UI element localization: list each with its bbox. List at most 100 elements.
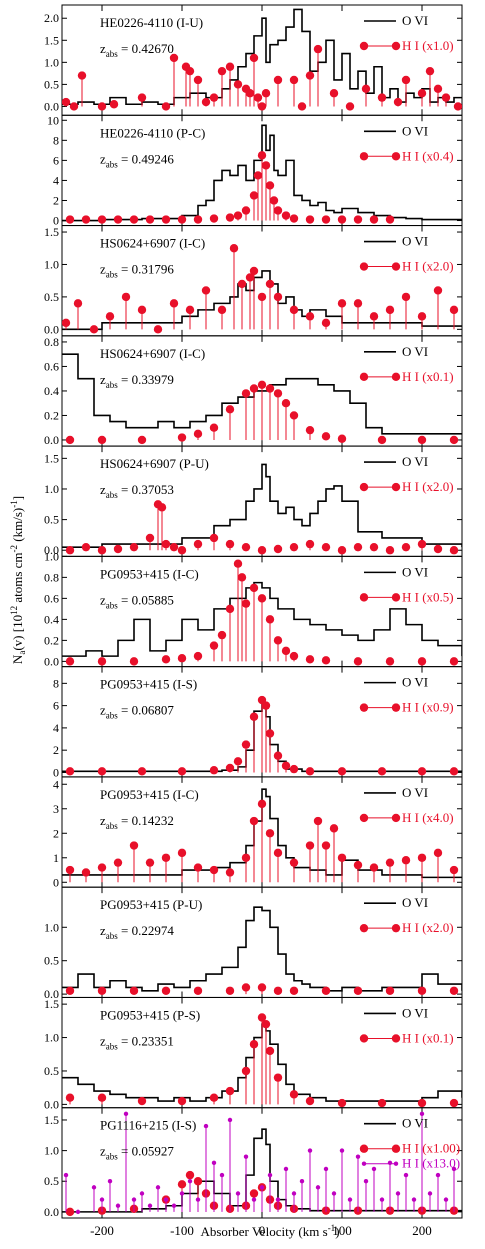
hi-point: [267, 1172, 273, 1178]
hi-point: [177, 1096, 187, 1106]
legend-hi-marker: [359, 41, 369, 51]
legend-hi2-label: H I (x13.0): [402, 1156, 460, 1171]
sightline-label: HS0624+6907 (I-C): [100, 236, 205, 251]
hi-point: [257, 292, 267, 302]
legend-hi-label: H I (x2.0): [402, 920, 454, 935]
hi-point: [81, 868, 91, 877]
hi-point: [219, 1172, 225, 1178]
hi-point: [417, 435, 427, 445]
hi-series: [65, 380, 459, 445]
hi-point: [353, 657, 363, 666]
hi-point: [209, 865, 219, 875]
hi-point: [417, 312, 427, 321]
hi-point: [261, 701, 271, 710]
hi-point: [379, 1197, 385, 1202]
hi-point: [225, 405, 235, 414]
panel-p3: 0.0 0.5 1.0 1.5 HS0624+6907 (I-C) zabs = 0.31…: [44, 225, 463, 336]
hi-point: [369, 215, 379, 224]
hi-point: [237, 279, 247, 289]
x-axis-label: Absorber Velocity (km s-1): [200, 1223, 339, 1239]
y-tick-label: 0.0: [44, 654, 59, 668]
hi-point: [227, 1117, 233, 1123]
legend-hi-marker: [359, 1144, 369, 1153]
hi-point: [97, 863, 107, 872]
panel-p5: 0.0 0.5 1.0 1.5 HS0624+6907 (P-U) zabs = 0.37…: [44, 445, 463, 557]
hi-point: [273, 544, 283, 554]
hi-point: [313, 44, 323, 54]
hi-point: [273, 986, 283, 995]
hi-point: [449, 435, 459, 445]
hi-point: [249, 53, 259, 63]
legend-hi-label: H I (x0.1): [402, 369, 454, 384]
legend-hi-label: H I (x1.0): [402, 38, 454, 53]
hi-point: [403, 1172, 409, 1178]
hi-point: [377, 93, 387, 102]
hi-point: [371, 1166, 377, 1172]
panel-p11: 0.0 0.5 1.0 1.5 PG1116+215 (I-S) zabs = 0.059…: [44, 1107, 463, 1219]
hi-point: [339, 1148, 345, 1153]
legend-ovi-label: O VI: [402, 344, 428, 359]
legend-hi-marker: [391, 1034, 401, 1043]
y-tick-label: 10: [47, 113, 59, 127]
hi-point: [225, 1086, 235, 1096]
hi-point: [321, 215, 331, 224]
legend-ovi-label: O VI: [402, 564, 428, 579]
hi-point: [417, 539, 427, 549]
hi-point: [121, 292, 131, 302]
hi-point: [225, 986, 235, 995]
hi-point: [257, 799, 267, 809]
y-tick-label: 0.5: [44, 1174, 59, 1188]
ovi-profile: [62, 581, 462, 657]
y-tick-label: 1.5: [44, 1113, 59, 1127]
hi-point: [225, 213, 235, 222]
hi-point: [385, 546, 395, 555]
hi-point: [217, 630, 227, 640]
hi-point: [323, 1166, 329, 1172]
hi-point: [137, 767, 147, 776]
hi-point: [241, 599, 251, 608]
hi-point: [137, 305, 147, 315]
hi-point: [249, 816, 259, 826]
y-tick-label: 6: [53, 153, 59, 167]
hi-series: [65, 559, 459, 666]
hi-point: [265, 729, 275, 738]
legend-hi-marker: [359, 152, 369, 161]
hi-point: [385, 305, 395, 315]
hi-point: [245, 89, 255, 98]
legend-hi-marker: [359, 593, 369, 602]
sightline-label: HS0624+6907 (I-C): [100, 346, 205, 361]
hi-point: [273, 1073, 283, 1082]
hi-point: [147, 1203, 153, 1208]
hi-point: [169, 542, 179, 552]
y-tick-label: 8: [53, 676, 59, 690]
hi-point: [321, 318, 331, 328]
hi-point: [401, 542, 411, 552]
sightline-label: HE0226-4110 (P-C): [100, 125, 205, 140]
y-tick-label: 2: [53, 193, 59, 207]
hi-point: [253, 171, 263, 180]
legend-hi-marker: [359, 482, 369, 492]
hi-point: [241, 853, 251, 862]
x-tick-label: -100: [170, 1223, 194, 1238]
hi-point: [257, 102, 267, 111]
panel-data: [62, 353, 462, 445]
hi-point: [449, 1098, 459, 1108]
hi-point: [89, 325, 99, 334]
hi-point: [185, 66, 195, 76]
hi-point: [137, 435, 147, 445]
hi-point: [115, 1203, 121, 1208]
hi-point: [321, 432, 331, 441]
hi-point: [161, 986, 171, 995]
hi-point: [113, 544, 123, 554]
hi-point: [209, 93, 219, 102]
hi-point: [179, 1191, 185, 1196]
legend-hi-marker: [359, 1034, 369, 1043]
hi-point: [187, 1179, 193, 1184]
legend-hi-marker: [359, 703, 369, 712]
y-tick-label: 4: [53, 777, 59, 791]
hi-point: [65, 657, 75, 666]
hi-point: [235, 1191, 241, 1196]
y-tick-label: 1.0: [44, 920, 59, 934]
y-tick-label: 2: [53, 743, 59, 757]
